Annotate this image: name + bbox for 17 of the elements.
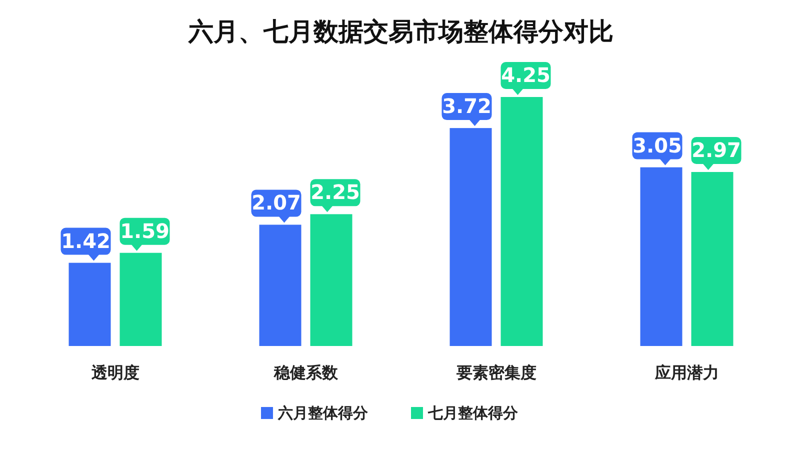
data-label: 2.07 [252, 190, 301, 215]
legend-label: 七月整体得分 [427, 404, 519, 422]
data-label: 1.59 [120, 218, 170, 243]
bar [450, 128, 492, 346]
x-tick-label: 稳健系数 [272, 363, 339, 382]
chart-title: 六月、七月数据交易市场整体得分对比 [188, 17, 614, 46]
data-label: 3.72 [442, 94, 492, 118]
bar [500, 97, 543, 346]
data-label: 2.97 [692, 138, 741, 162]
data-label: 1.42 [61, 228, 110, 253]
data-label: 3.05 [632, 133, 682, 158]
x-tick-label: 应用潜力 [654, 363, 719, 382]
legend-label: 六月整体得分 [277, 404, 369, 422]
x-tick-label: 要素密集度 [455, 363, 536, 382]
data-label: 2.25 [310, 180, 360, 204]
data-label: 4.25 [501, 63, 550, 87]
x-tick-label: 透明度 [90, 363, 140, 382]
